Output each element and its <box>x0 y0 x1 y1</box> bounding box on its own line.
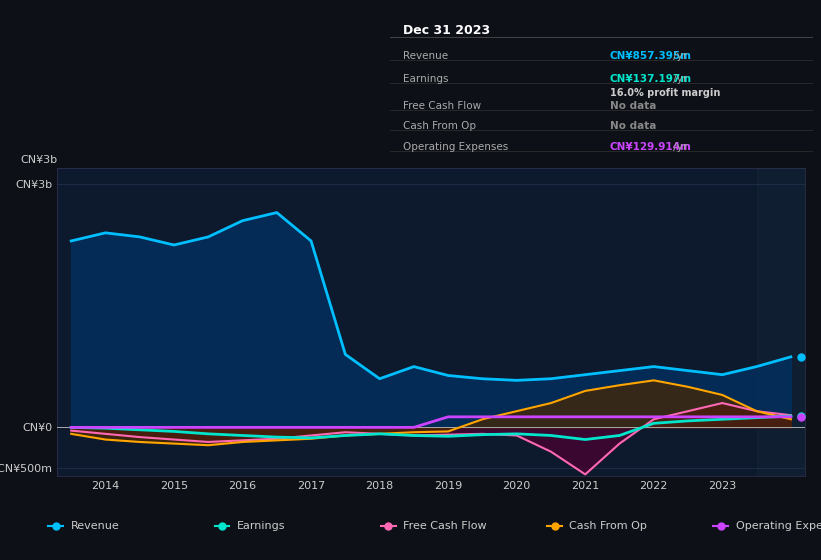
Text: Cash From Op: Cash From Op <box>402 121 475 131</box>
Text: /yr: /yr <box>670 74 687 84</box>
Text: Earnings: Earnings <box>236 521 286 531</box>
Text: 16.0% profit margin: 16.0% profit margin <box>610 88 720 98</box>
Text: /yr: /yr <box>670 52 687 62</box>
Text: Revenue: Revenue <box>402 52 447 62</box>
Text: CN¥137.197m: CN¥137.197m <box>610 74 692 84</box>
Text: Operating Expenses: Operating Expenses <box>736 521 821 531</box>
Text: CN¥3b: CN¥3b <box>21 155 57 165</box>
Text: No data: No data <box>610 121 656 131</box>
Text: Earnings: Earnings <box>402 74 448 84</box>
Text: Dec 31 2023: Dec 31 2023 <box>402 25 490 38</box>
Text: Cash From Op: Cash From Op <box>570 521 647 531</box>
Text: /yr: /yr <box>670 142 687 152</box>
Text: CN¥129.914m: CN¥129.914m <box>610 142 692 152</box>
Text: No data: No data <box>610 101 656 111</box>
Text: Free Cash Flow: Free Cash Flow <box>403 521 487 531</box>
Text: Free Cash Flow: Free Cash Flow <box>402 101 481 111</box>
Text: Revenue: Revenue <box>71 521 119 531</box>
Text: CN¥857.395m: CN¥857.395m <box>610 52 692 62</box>
Bar <box>757 168 805 476</box>
Text: Operating Expenses: Operating Expenses <box>402 142 508 152</box>
